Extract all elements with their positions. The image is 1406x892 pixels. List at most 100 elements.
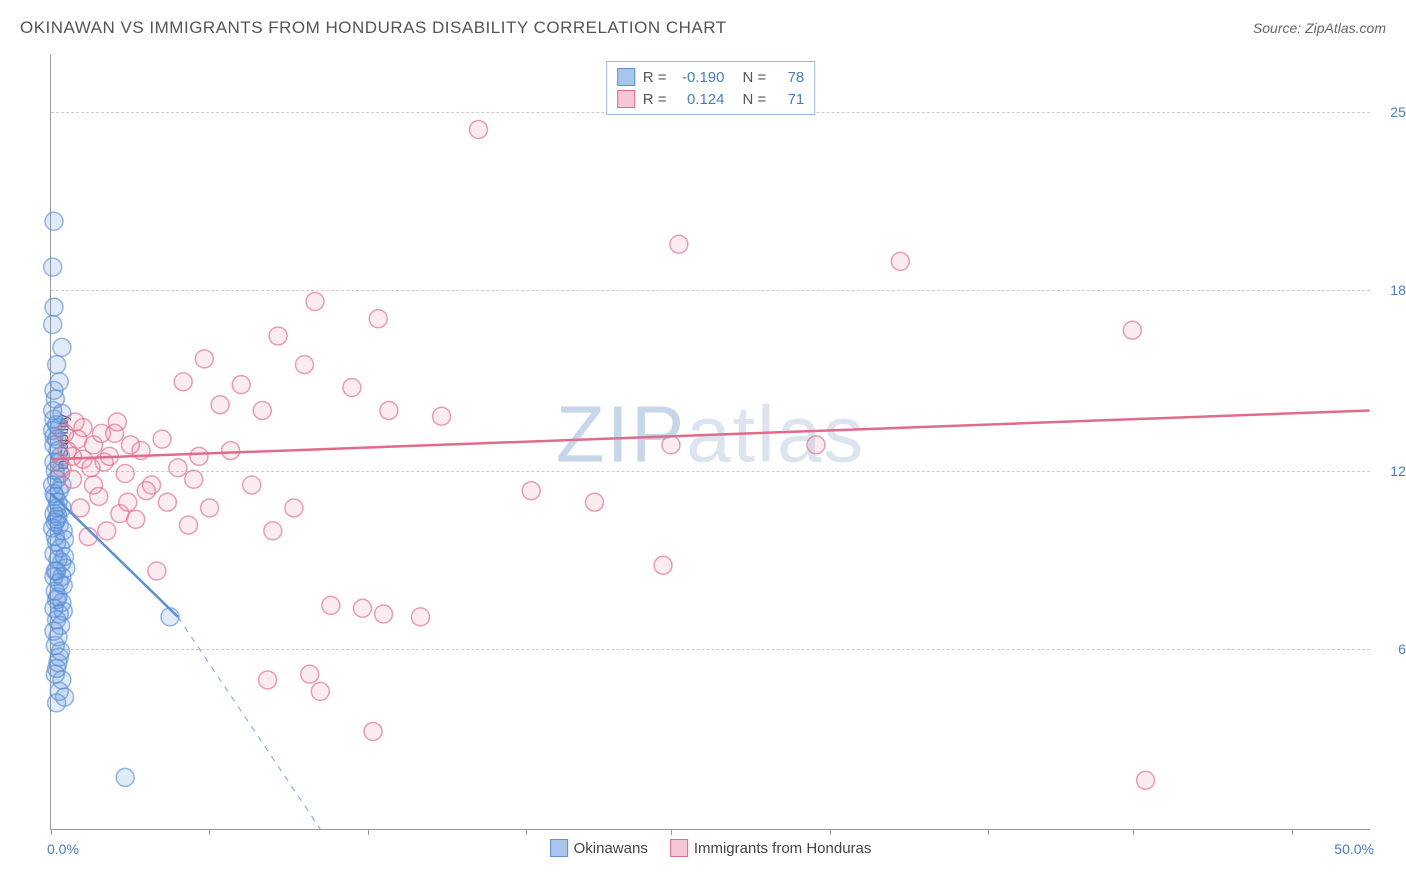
legend-swatch-honduras [617, 90, 635, 108]
n-label: N = [743, 91, 767, 108]
data-point [158, 493, 176, 511]
x-tick [830, 829, 831, 835]
data-point [375, 605, 393, 623]
data-point [53, 338, 71, 356]
x-tick [1133, 829, 1134, 835]
data-point [469, 121, 487, 139]
data-point [48, 356, 66, 374]
data-point [127, 510, 145, 528]
data-point [322, 596, 340, 614]
data-point [306, 293, 324, 311]
data-point [44, 258, 62, 276]
data-point [116, 465, 134, 483]
x-tick [368, 829, 369, 835]
data-point [56, 530, 74, 548]
y-tick-label: 18.8% [1375, 282, 1406, 298]
data-point [174, 373, 192, 391]
legend-label: Immigrants from Honduras [694, 840, 872, 857]
x-tick [671, 829, 672, 835]
data-point [662, 436, 680, 454]
data-point [45, 381, 63, 399]
data-point [1123, 321, 1141, 339]
data-point [116, 768, 134, 786]
r-value-honduras: 0.124 [675, 91, 725, 108]
x-tick [209, 829, 210, 835]
data-point [211, 396, 229, 414]
n-value-honduras: 71 [774, 91, 804, 108]
data-point [108, 413, 126, 431]
data-point [137, 482, 155, 500]
data-point [179, 516, 197, 534]
data-point [264, 522, 282, 540]
x-tick [51, 829, 52, 835]
data-point [92, 424, 110, 442]
x-min-label: 0.0% [47, 841, 79, 857]
x-tick [1292, 829, 1293, 835]
data-point [807, 436, 825, 454]
data-point [121, 436, 139, 454]
data-point [46, 665, 64, 683]
data-point [48, 694, 66, 712]
y-tick-label: 25.0% [1375, 104, 1406, 120]
data-point [82, 459, 100, 477]
data-point [56, 548, 74, 566]
data-point [364, 723, 382, 741]
data-point [44, 315, 62, 333]
data-point [169, 459, 187, 477]
data-point [285, 499, 303, 517]
data-point [269, 327, 287, 345]
data-point [343, 379, 361, 397]
data-point [380, 401, 398, 419]
legend-label: Okinawans [574, 840, 648, 857]
data-point [185, 470, 203, 488]
data-point [119, 493, 137, 511]
r-label: R = [643, 69, 667, 86]
data-point [654, 556, 672, 574]
data-point [63, 470, 81, 488]
r-value-okinawans: -0.190 [675, 69, 725, 86]
legend-swatch-icon [550, 839, 568, 857]
data-point [54, 602, 72, 620]
data-point [46, 513, 64, 531]
r-label: R = [643, 91, 667, 108]
trend-line-extension [178, 617, 320, 829]
data-point [1137, 771, 1155, 789]
data-point [433, 407, 451, 425]
legend-row-honduras: R = 0.124 N = 71 [617, 88, 805, 110]
data-point [153, 430, 171, 448]
chart-title: OKINAWAN VS IMMIGRANTS FROM HONDURAS DIS… [20, 18, 727, 38]
plot-area: Disability ZIPatlas 6.3%12.5%18.8%25.0% … [50, 55, 1370, 830]
data-point [243, 476, 261, 494]
data-point [369, 310, 387, 328]
data-point [201, 499, 219, 517]
chart-header: OKINAWAN VS IMMIGRANTS FROM HONDURAS DIS… [20, 18, 1386, 38]
legend-swatch-okinawans [617, 68, 635, 86]
data-point [232, 376, 250, 394]
x-tick [988, 829, 989, 835]
scatter-svg [51, 55, 1370, 829]
n-value-okinawans: 78 [774, 69, 804, 86]
data-point [45, 212, 63, 230]
data-point [411, 608, 429, 626]
legend-row-okinawans: R = -0.190 N = 78 [617, 66, 805, 88]
data-point [85, 476, 103, 494]
data-point [53, 568, 71, 586]
data-point [98, 522, 116, 540]
data-point [891, 252, 909, 270]
data-point [670, 235, 688, 253]
data-point [522, 482, 540, 500]
source-attribution: Source: ZipAtlas.com [1253, 20, 1386, 36]
data-point [301, 665, 319, 683]
data-point [259, 671, 277, 689]
data-point [148, 562, 166, 580]
x-tick [526, 829, 527, 835]
legend-item-okinawans: Okinawans [550, 839, 648, 857]
n-label: N = [743, 69, 767, 86]
data-point [353, 599, 371, 617]
series-legend: Okinawans Immigrants from Honduras [550, 839, 872, 857]
trend-line [51, 410, 1369, 459]
data-point [253, 401, 271, 419]
x-max-label: 50.0% [1334, 841, 1374, 857]
data-point [311, 682, 329, 700]
data-point [45, 298, 63, 316]
